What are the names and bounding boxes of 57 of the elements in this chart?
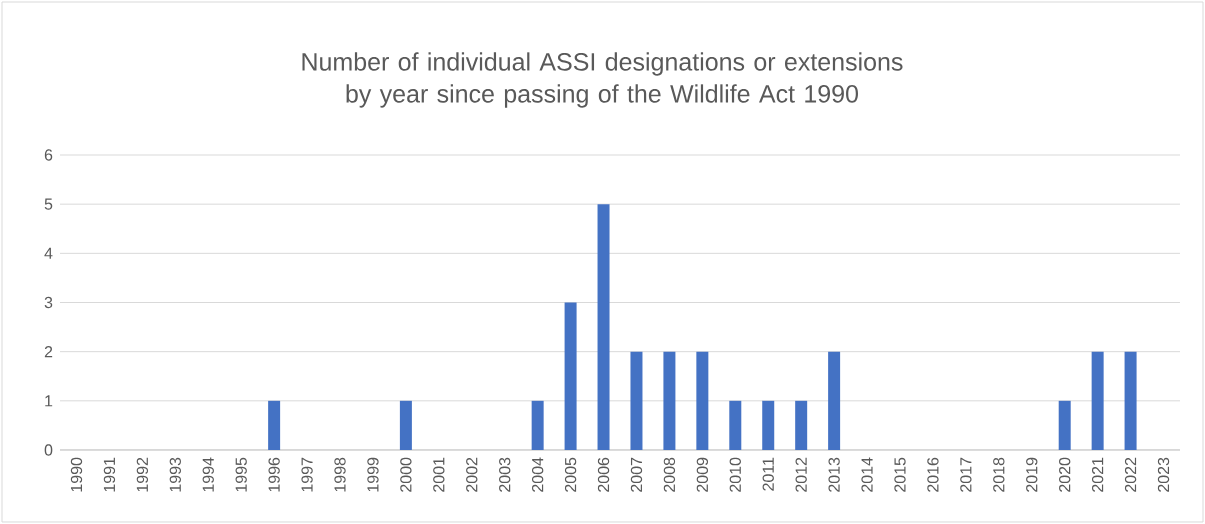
bar bbox=[795, 400, 808, 450]
x-tick-label: 1996 bbox=[268, 457, 280, 492]
x-tick-label: 2000 bbox=[400, 457, 412, 492]
x-tick-label: 1992 bbox=[136, 457, 149, 492]
bar bbox=[630, 351, 643, 450]
x-tick-label: 1991 bbox=[103, 457, 116, 492]
x-tick-label: 1994 bbox=[202, 457, 214, 492]
x-tick-label: 2013 bbox=[828, 457, 840, 492]
x-tick-label: 2021 bbox=[1091, 457, 1104, 492]
x-tick-label: 2018 bbox=[993, 457, 1005, 492]
x-tick-label: 2019 bbox=[1026, 457, 1038, 492]
bar bbox=[729, 400, 742, 450]
x-tick-label: 2005 bbox=[564, 457, 577, 492]
x-tick-label: 2016 bbox=[927, 457, 939, 492]
x-tick-label: 2006 bbox=[597, 457, 610, 492]
x-tick-label: 2023 bbox=[1157, 457, 1170, 492]
x-tick-label: 2009 bbox=[696, 457, 709, 492]
y-tick-label: 1 bbox=[45, 395, 53, 407]
x-tick-label: 2014 bbox=[861, 457, 873, 492]
x-tick-label: 1995 bbox=[235, 457, 247, 492]
bar bbox=[531, 400, 544, 450]
x-tick-label: 2007 bbox=[630, 457, 643, 492]
y-tick-label: 0 bbox=[44, 444, 53, 456]
bar bbox=[663, 351, 676, 450]
x-tick-label: 2017 bbox=[960, 457, 972, 492]
bar bbox=[828, 351, 841, 450]
x-tick-label: 2012 bbox=[795, 457, 807, 492]
y-tick-label: 6 bbox=[44, 149, 53, 161]
y-tick-label: 4 bbox=[44, 247, 53, 259]
x-tick-label: 2003 bbox=[499, 457, 511, 492]
y-tick-label: 5 bbox=[44, 198, 53, 210]
y-tick-label: 2 bbox=[44, 346, 53, 358]
bar bbox=[1124, 351, 1137, 450]
chart-title: Number of individual ASSI designations or extensions by year since passing of the Wildlife Act 1990 bbox=[302, 52, 903, 108]
x-tick-label: 1997 bbox=[301, 457, 313, 492]
bar bbox=[399, 400, 412, 450]
y-tick-label: 3 bbox=[44, 296, 53, 309]
x-tick-label: 2022 bbox=[1124, 457, 1137, 492]
bar bbox=[1091, 351, 1104, 450]
x-tick-label: 1990 bbox=[70, 457, 83, 492]
x-tick-label: 1999 bbox=[367, 457, 379, 492]
x-tick-label: 2020 bbox=[1059, 457, 1071, 492]
bar bbox=[696, 351, 709, 450]
bar bbox=[1058, 400, 1071, 450]
x-tick-label: 1998 bbox=[334, 457, 346, 492]
x-tick-label: 2002 bbox=[466, 457, 478, 492]
x-tick-label: 2008 bbox=[663, 457, 676, 492]
bar bbox=[564, 302, 577, 450]
bar bbox=[268, 400, 281, 450]
x-tick-label: 2010 bbox=[729, 457, 741, 492]
bar bbox=[762, 400, 775, 450]
x-tick-label: 1993 bbox=[169, 457, 181, 492]
bar bbox=[597, 204, 610, 450]
x-tick-label: 2001 bbox=[433, 457, 445, 492]
x-tick-label: 2011 bbox=[762, 457, 774, 491]
x-tick-label: 2015 bbox=[894, 457, 906, 492]
x-tick-label: 2004 bbox=[531, 457, 544, 492]
